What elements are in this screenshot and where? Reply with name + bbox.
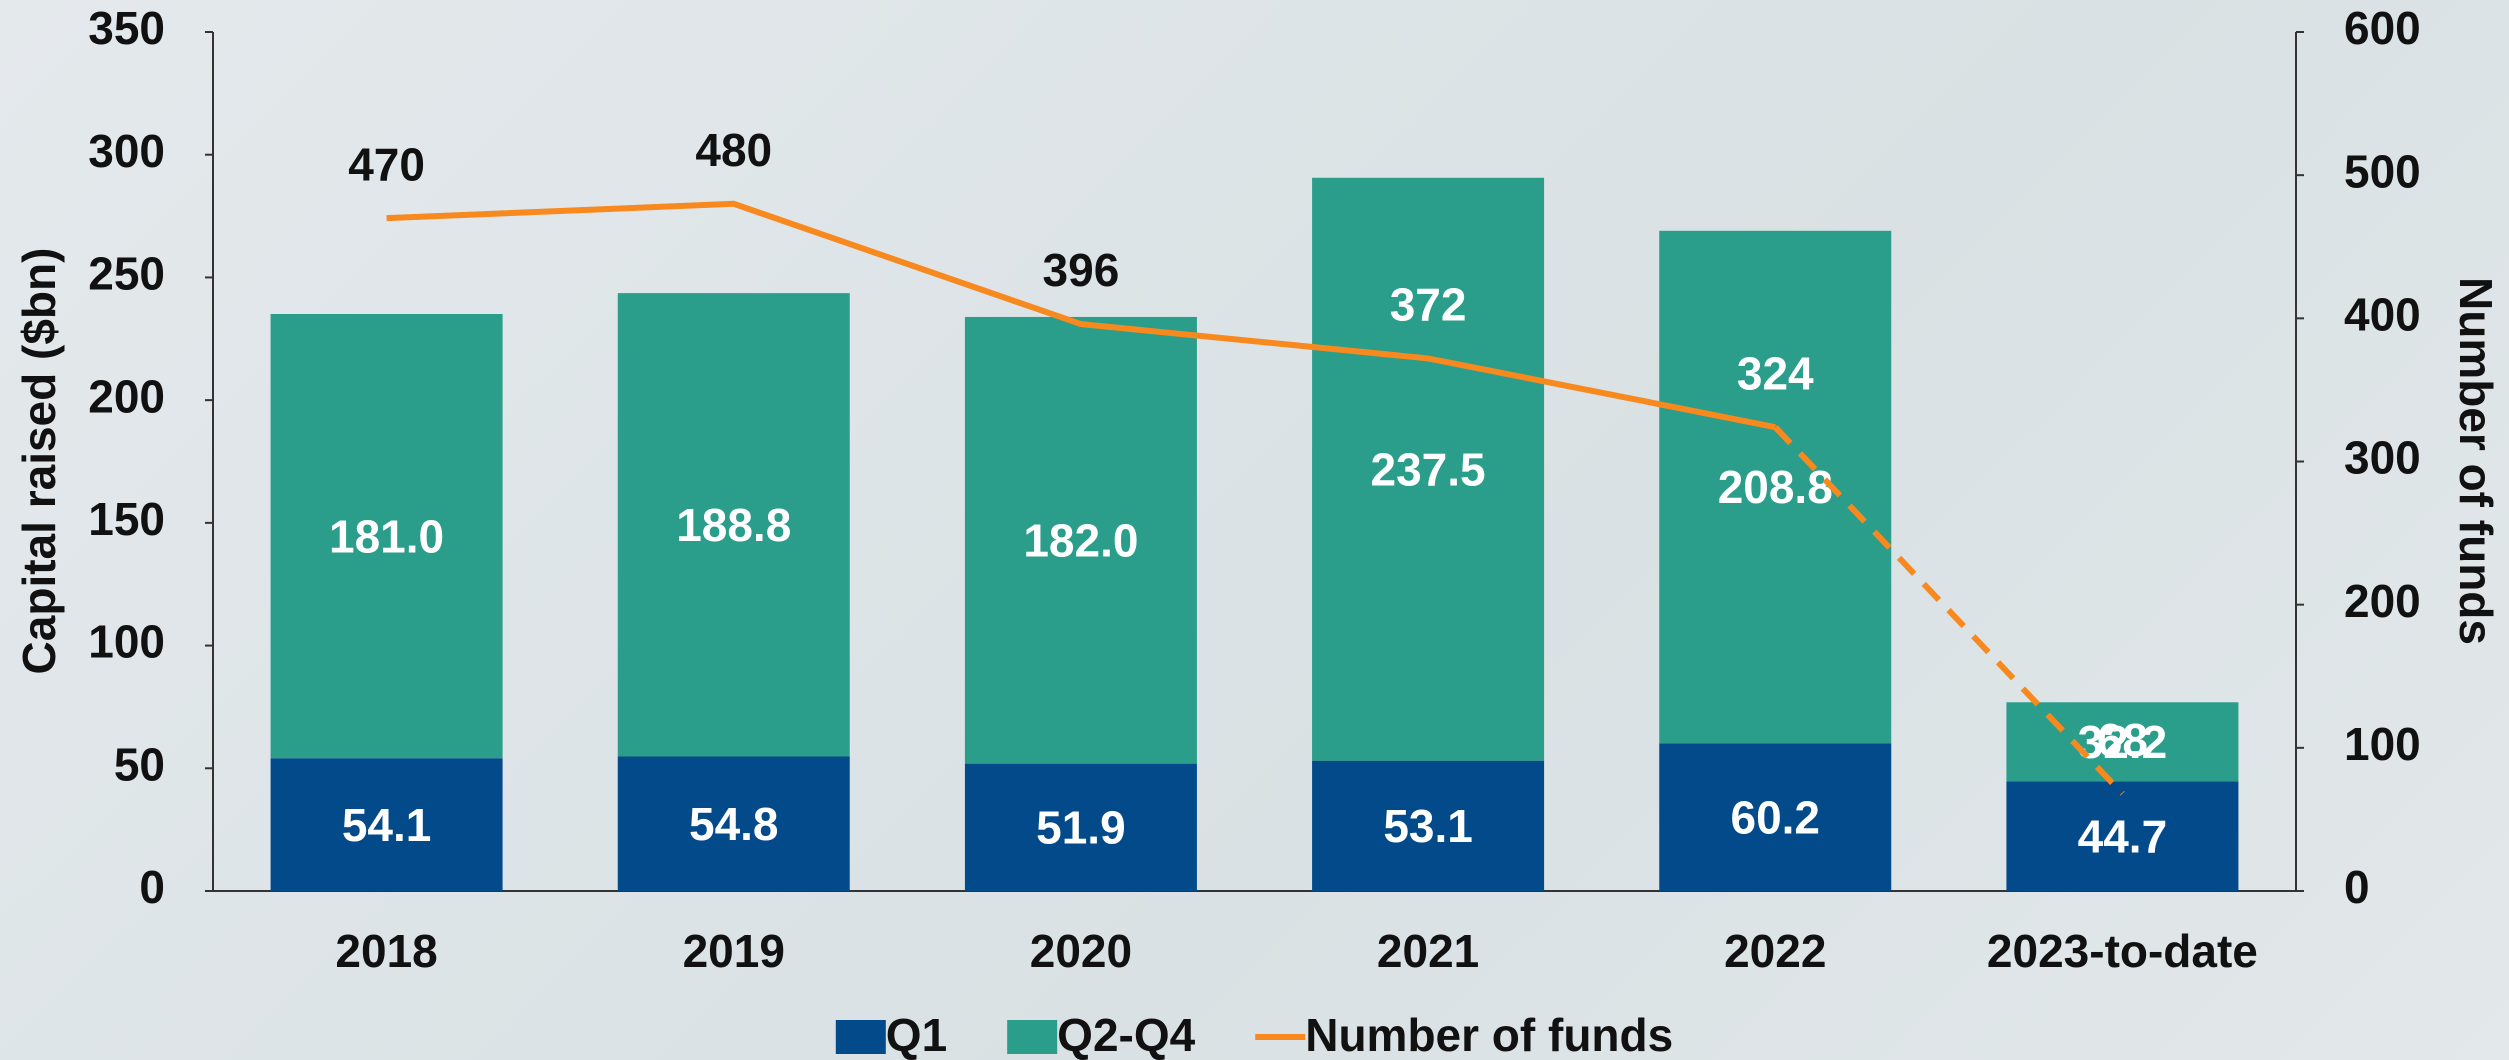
y2-tick-label: 0	[2344, 861, 2370, 913]
legend-swatch	[1007, 1020, 1058, 1054]
line	[386, 200, 1776, 431]
data-label: 54.1	[342, 799, 432, 851]
bar	[270, 758, 503, 891]
bar	[1659, 743, 1892, 891]
data-label: 60.2	[1730, 791, 1820, 843]
y2-tick-label: 100	[2344, 718, 2421, 770]
x-tick-label: 2018	[335, 925, 437, 977]
bar	[617, 293, 850, 757]
line-label: 396	[1043, 244, 1120, 296]
y2-tick-label: 500	[2344, 145, 2421, 197]
line-dashed	[1773, 425, 2125, 796]
line-label: 480	[695, 124, 772, 176]
legend-swatch	[835, 1020, 886, 1054]
y2-tick-label: 300	[2344, 432, 2421, 484]
y-tick-label: 200	[88, 370, 165, 422]
bar	[1659, 230, 1892, 744]
y-tick-label: 0	[139, 861, 165, 913]
data-label: 182.0	[1023, 514, 1138, 566]
y2-tick-label: 200	[2344, 575, 2421, 627]
legend-label: Q1	[886, 1009, 947, 1060]
data-label: 53.1	[1383, 800, 1473, 852]
bar	[1312, 177, 1545, 761]
data-label: 237.5	[1371, 443, 1486, 495]
bar	[964, 316, 1197, 764]
data-label: 181.0	[329, 510, 444, 562]
x-tick-label: 2019	[683, 925, 785, 977]
x-tick-label: 2020	[1030, 925, 1132, 977]
bar	[964, 763, 1197, 891]
y2-tick-label: 400	[2344, 288, 2421, 340]
y-tick-label: 300	[88, 125, 165, 177]
x-tick-label: 2022	[1724, 925, 1826, 977]
data-label: 208.8	[1718, 461, 1833, 513]
data-label: 44.7	[2078, 810, 2168, 862]
x-tick-label: 2021	[1377, 925, 1479, 977]
line-label: 470	[348, 138, 425, 190]
y-axis-title: Capital raised ($bn)	[13, 248, 65, 675]
bar	[2006, 781, 2239, 891]
y-tick-label: 100	[88, 616, 165, 668]
x-tick-label: 2023-to-date	[1987, 925, 2258, 977]
bar	[2006, 702, 2239, 782]
y2-axis-title: Number of funds	[2450, 277, 2502, 645]
y-tick-label: 350	[88, 2, 165, 54]
line-label: 324	[1737, 347, 1814, 399]
bar	[617, 756, 850, 891]
legend-label: Number of funds	[1305, 1009, 1673, 1060]
y2-tick-label: 600	[2344, 2, 2421, 54]
y-tick-label: 250	[88, 248, 165, 300]
data-label: 32.2	[2078, 716, 2168, 768]
line-label: 68	[2097, 714, 2148, 766]
bar	[270, 313, 503, 759]
data-label: 51.9	[1036, 801, 1126, 853]
bar	[1312, 760, 1545, 891]
line-label: 372	[1390, 279, 1467, 331]
data-label: 188.8	[676, 499, 791, 551]
y-tick-label: 150	[88, 493, 165, 545]
legend-label: Q2-Q4	[1057, 1009, 1195, 1060]
data-label: 54.8	[689, 798, 779, 850]
y-tick-label: 50	[114, 738, 165, 790]
